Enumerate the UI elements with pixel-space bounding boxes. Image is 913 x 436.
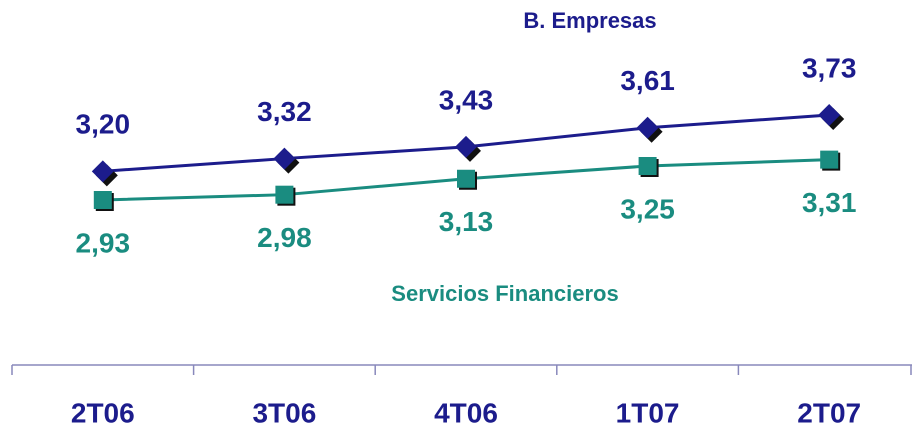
marker <box>457 169 475 188</box>
data-label: 3,13 <box>439 206 494 237</box>
marker <box>818 104 841 126</box>
marker <box>455 135 477 158</box>
marker <box>91 160 114 183</box>
data-label: 3,25 <box>620 193 675 224</box>
x-tick-label: 3T06 <box>252 397 316 428</box>
marker <box>820 150 839 169</box>
x-tick-label: 4T06 <box>434 397 498 428</box>
data-label: 2,98 <box>257 222 312 253</box>
x-tick-label: 2T07 <box>797 397 861 428</box>
series-name: Servicios Financieros <box>391 281 618 306</box>
data-label: 3,43 <box>439 84 494 115</box>
data-label: 3,73 <box>802 52 857 83</box>
data-label: 3,20 <box>76 109 131 140</box>
data-label: 3,31 <box>802 187 857 218</box>
marker <box>275 185 294 204</box>
x-tick-label: 2T06 <box>71 397 135 428</box>
marker <box>93 191 112 209</box>
data-label: 2,93 <box>76 227 131 258</box>
x-tick-label: 1T07 <box>616 397 680 428</box>
marker <box>636 116 659 139</box>
data-label: 3,61 <box>620 65 675 96</box>
series-name: B. Empresas <box>523 8 656 33</box>
marker <box>273 147 296 170</box>
data-label: 3,32 <box>257 96 312 127</box>
marker <box>638 157 657 175</box>
